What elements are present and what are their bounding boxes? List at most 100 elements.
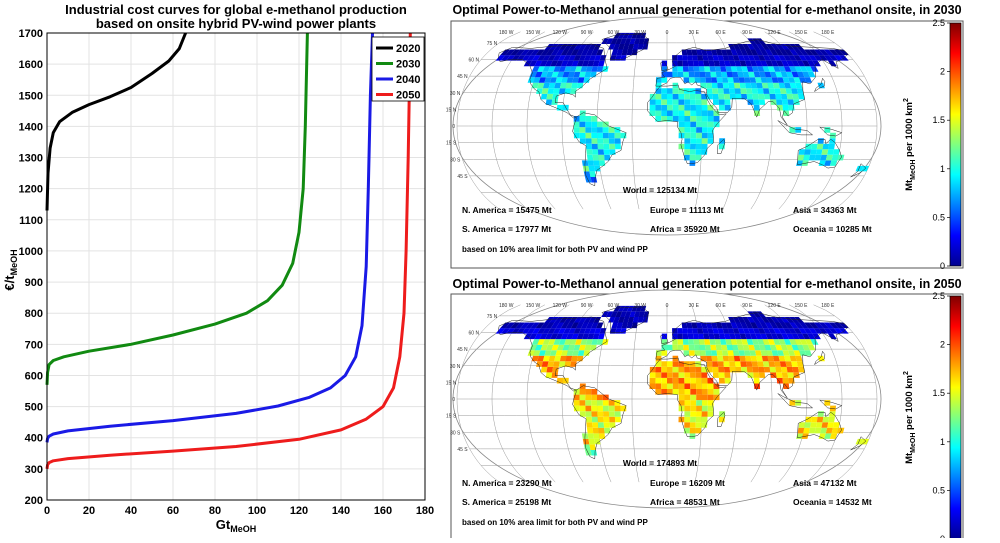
land-cell <box>566 350 574 356</box>
land-cell <box>620 38 627 44</box>
land-cell <box>722 82 729 89</box>
land-cell <box>778 82 786 89</box>
land-cell <box>793 77 801 83</box>
land-cell <box>623 44 630 50</box>
land-cell <box>684 143 691 150</box>
land-cell <box>799 49 809 56</box>
land-cell <box>592 333 600 340</box>
land-cell <box>661 350 667 356</box>
land-cell <box>696 383 702 389</box>
land-cell <box>720 322 728 329</box>
y-tick-label: 900 <box>25 277 43 289</box>
land-cell <box>510 49 521 56</box>
land-cell <box>698 60 705 67</box>
land-cell <box>583 317 592 323</box>
land-cell <box>578 55 587 61</box>
land-cell <box>551 344 559 351</box>
land-cell <box>688 339 695 345</box>
land-cell <box>707 377 714 384</box>
land-cell <box>500 322 511 329</box>
land-cell <box>655 377 662 384</box>
land-cell <box>587 333 595 340</box>
land-cell <box>719 104 725 111</box>
land-cell <box>632 317 639 323</box>
land-cell <box>758 93 765 100</box>
land-cell <box>598 427 605 434</box>
land-cell <box>704 71 711 78</box>
land-cell <box>707 389 714 395</box>
land-cell <box>535 71 543 78</box>
land-cell <box>723 93 731 100</box>
land-cell <box>655 366 662 373</box>
coast-europe-asia <box>655 39 849 126</box>
land-cell <box>565 322 574 329</box>
land-cell <box>684 366 690 373</box>
land-cell <box>766 77 773 83</box>
land-cell <box>752 328 761 334</box>
land-cell <box>649 383 656 389</box>
land-cell <box>597 121 603 128</box>
land-cell <box>672 104 679 111</box>
land-cell <box>537 82 545 89</box>
land-cell <box>770 317 780 323</box>
land-cell <box>516 55 526 61</box>
land-cell <box>613 32 622 39</box>
land-cell <box>511 55 521 61</box>
longitude-line <box>789 31 843 210</box>
longitude-label: 150 E <box>794 30 808 36</box>
land-cell <box>791 71 799 78</box>
land-cell <box>753 377 760 384</box>
land-cell <box>564 88 572 94</box>
land-cell <box>707 116 714 122</box>
land-cell <box>702 328 709 334</box>
longitude-label: 180 E <box>821 30 835 36</box>
land-cell <box>796 60 805 67</box>
land-cell <box>586 149 593 155</box>
land-cell <box>547 55 556 61</box>
land-cell <box>678 93 685 100</box>
land-cell <box>536 361 543 367</box>
land-cell <box>769 49 779 56</box>
land-cell <box>672 328 678 334</box>
land-cell <box>683 77 690 83</box>
land-cell <box>684 121 691 128</box>
land-cell <box>791 344 799 351</box>
land-cell <box>603 149 610 155</box>
land-cell <box>742 328 750 334</box>
y-tick-label: 1700 <box>19 28 43 40</box>
land-cell <box>591 49 599 56</box>
land-cell <box>701 405 708 412</box>
land-cell <box>555 49 565 56</box>
land-cell <box>696 322 703 329</box>
land-cell <box>565 355 573 362</box>
land-cell <box>715 344 722 351</box>
land-cell <box>578 317 588 323</box>
land-cell <box>553 361 560 367</box>
land-cell <box>799 350 807 356</box>
land-cell <box>598 60 605 67</box>
colorbar <box>949 22 962 267</box>
land-cell <box>761 44 770 50</box>
land-cell <box>791 333 800 340</box>
legend: 2020 2030 2040 2050 <box>371 36 425 102</box>
longitude-line <box>456 31 521 210</box>
land-cell <box>597 405 603 412</box>
land-cell <box>541 88 549 94</box>
land-cell <box>696 400 702 406</box>
land-cell <box>554 355 562 362</box>
land-cell <box>555 60 564 67</box>
land-cell <box>722 328 730 334</box>
land-cell <box>779 317 790 323</box>
land-cell <box>818 55 828 61</box>
longitude-label: 120 E <box>768 30 782 36</box>
land-cell <box>667 377 673 384</box>
land-cell <box>825 427 833 434</box>
land-cell <box>598 333 605 340</box>
land-cell <box>552 55 561 61</box>
series-line-2030 <box>45 32 309 385</box>
land-cell <box>760 77 768 83</box>
land-cell <box>796 344 805 351</box>
land-cell <box>803 55 813 61</box>
coastlines <box>498 306 867 460</box>
land-cell <box>631 322 638 329</box>
